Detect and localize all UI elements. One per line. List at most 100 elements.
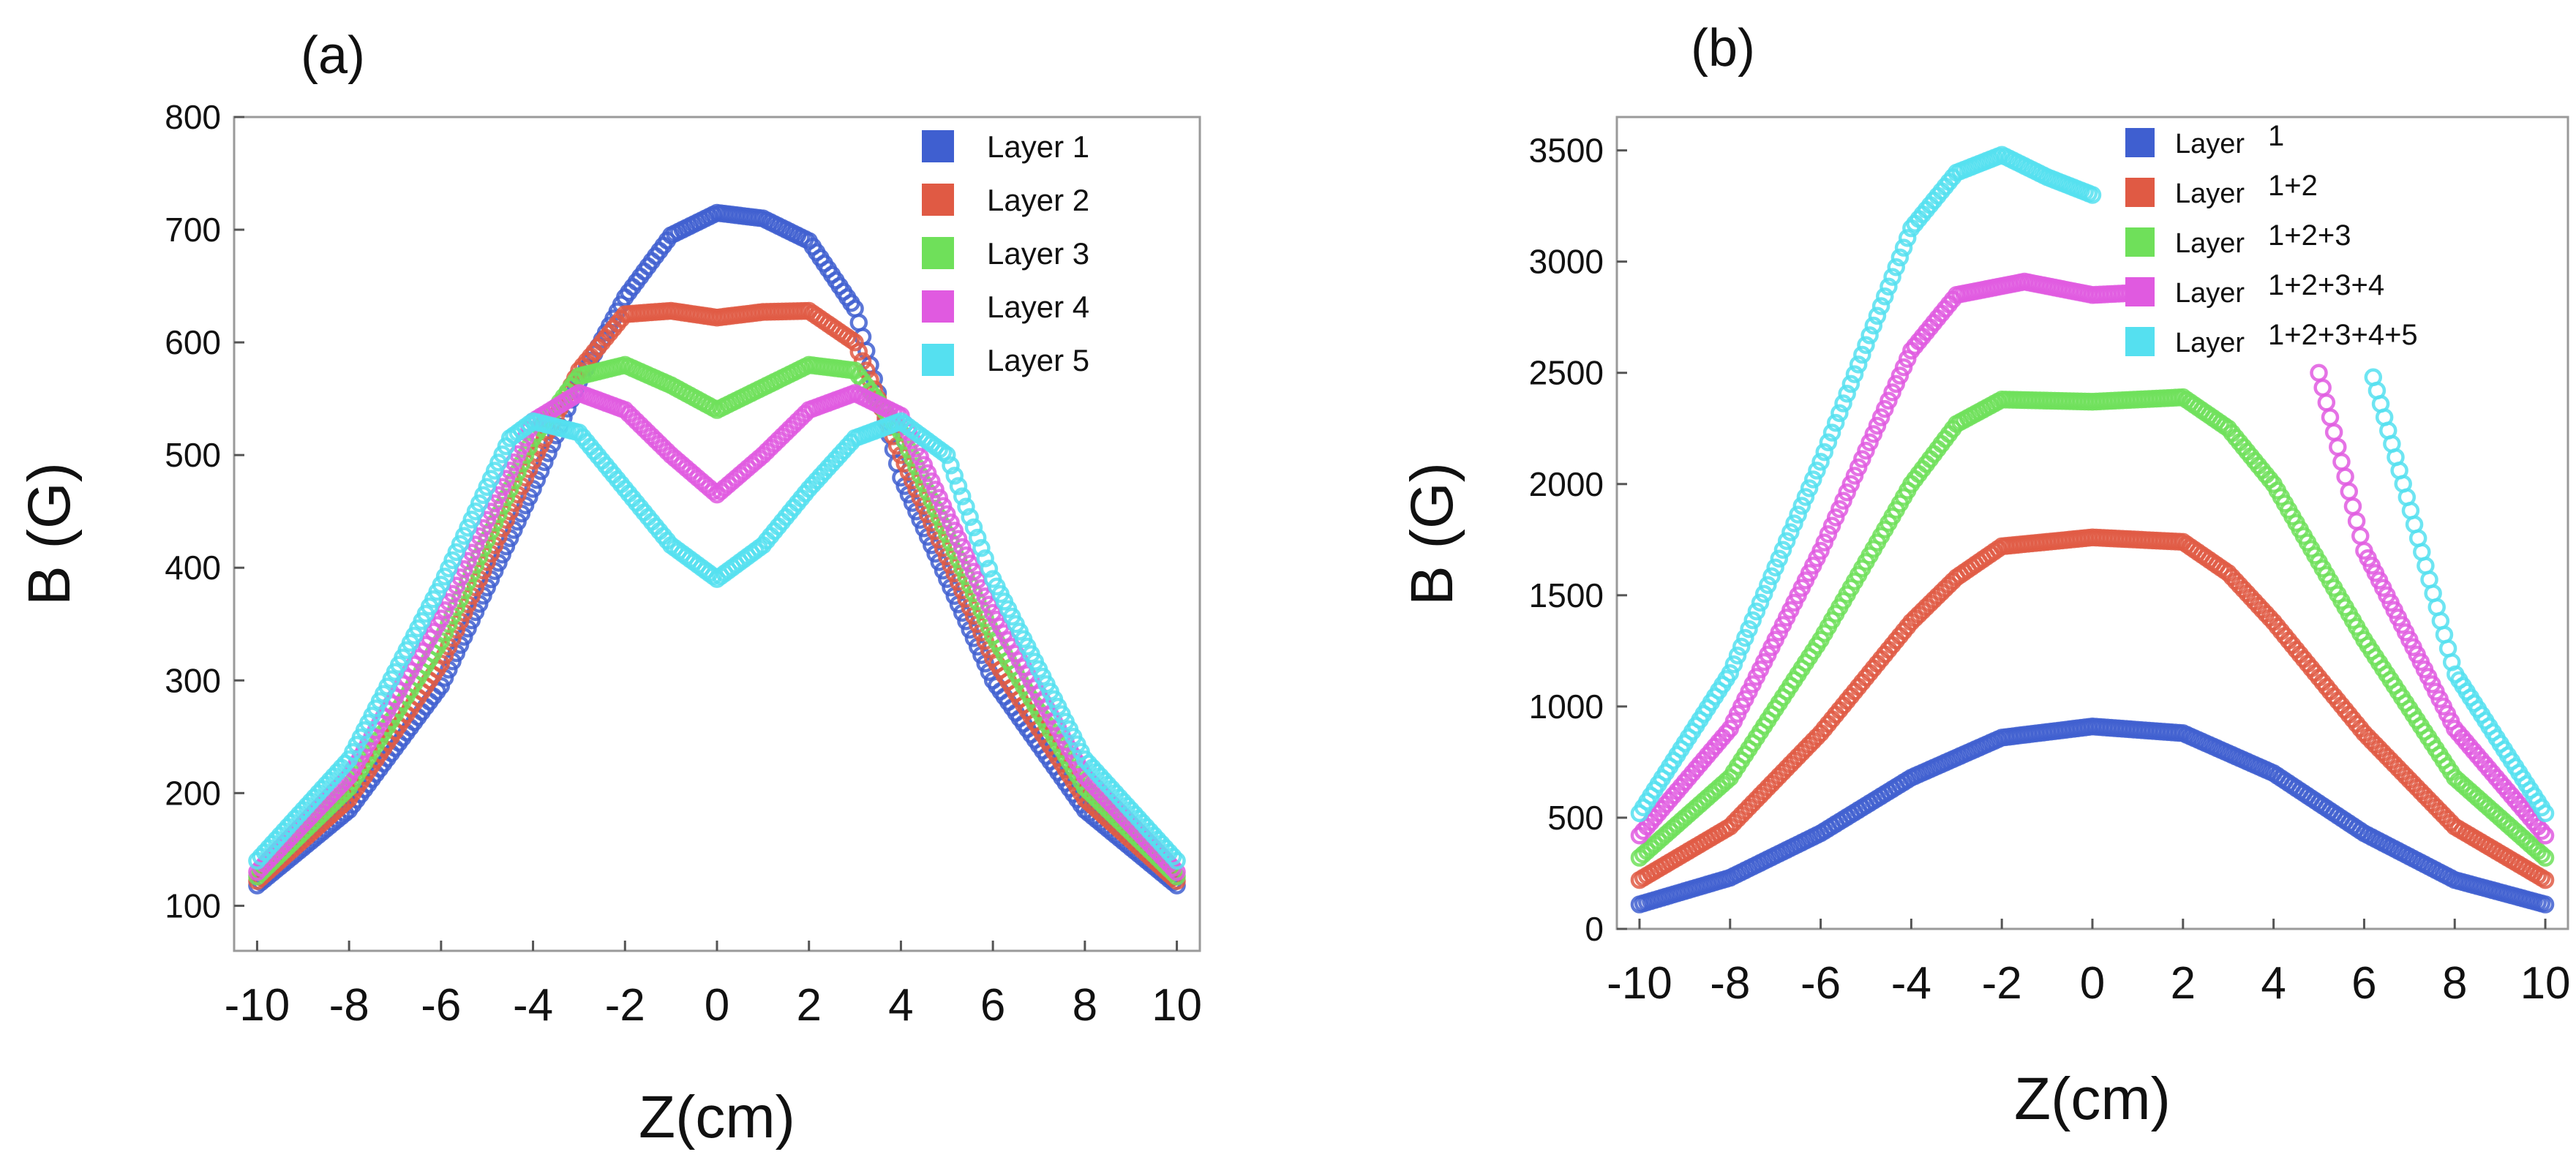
legend-label: 1+2+3 [2268, 219, 2351, 252]
data-point [1860, 433, 1879, 452]
legend-swatch [2125, 327, 2155, 356]
data-point [980, 560, 999, 578]
series-b-5 [2310, 364, 2555, 845]
data-point [972, 539, 991, 557]
data-point [1830, 500, 1849, 519]
x-tick-label-b: -8 [1710, 958, 1750, 1009]
data-point [1792, 497, 1811, 515]
data-point [1849, 355, 1868, 374]
data-point [1796, 488, 1815, 506]
data-point [1740, 620, 1758, 639]
data-point [1871, 408, 1890, 426]
data-point [1871, 297, 1890, 315]
data-point [846, 333, 864, 352]
data-point [1887, 374, 1905, 394]
data-point [1826, 413, 1845, 432]
legend-prefix: Layer [2175, 328, 2245, 358]
series-b-2 [1630, 388, 2555, 867]
y-axis-label-b: B (G) [1399, 462, 1465, 606]
x-axis-label-a: Z(cm) [639, 1084, 795, 1151]
data-point [2536, 848, 2555, 867]
legend-a: Layer 1 Layer 2 Layer 3 Layer 4 Layer 5 [922, 129, 1089, 377]
legend-label: 1 [2268, 120, 2284, 152]
x-tick-label-b: -2 [1982, 958, 2022, 1009]
data-point [1876, 287, 1894, 306]
data-point [942, 456, 960, 475]
data-point [1724, 655, 1743, 674]
x-tick-label-a: 6 [980, 980, 1005, 1031]
y-axis-label-a: B (G) [16, 462, 83, 606]
x-tick-label-a: 2 [796, 980, 821, 1031]
legend-label: 1+2+3+4 [2268, 269, 2384, 301]
data-point [1164, 847, 1182, 866]
legend-swatch [2125, 277, 2155, 306]
data-point [1759, 576, 1777, 595]
legend-label: 1+2+3+4+5 [2268, 319, 2418, 351]
data-point [1743, 611, 1762, 630]
data-point [1849, 458, 1868, 477]
legend-swatch [2125, 227, 2155, 257]
x-tick-label-b: -4 [1891, 958, 1931, 1009]
data-point [1766, 558, 1784, 577]
y-tick-label-a: 200 [165, 774, 221, 812]
data-point [1785, 514, 1803, 532]
x-tick-label-a: -8 [329, 980, 369, 1031]
data-point [1853, 345, 1871, 364]
legend-swatch [922, 344, 954, 376]
legend-label: Layer 5 [987, 343, 1089, 377]
data-point [1838, 483, 1856, 502]
legend-b: Layer 1 Layer 1+2 Layer 1+2+3 Layer 1+2+3+4 Laye… [2125, 120, 2418, 358]
data-point [976, 549, 994, 568]
data-point [704, 482, 723, 500]
data-point [2083, 186, 2102, 204]
data-point [1887, 258, 1905, 276]
data-point [953, 487, 972, 505]
data-point [1864, 316, 1883, 335]
legend-swatch [922, 130, 954, 162]
legend-label: Layer 1 [987, 129, 1089, 164]
data-point [1777, 532, 1796, 550]
x-tick-label-a: 0 [705, 980, 729, 1031]
data-point [1762, 567, 1781, 586]
data-point [2536, 870, 2555, 889]
series-b-4 [1630, 146, 2102, 823]
data-point [1811, 541, 1830, 560]
data-point [1811, 453, 1830, 471]
data-point [2536, 895, 2555, 914]
data-point [1890, 366, 1910, 385]
data-point [1876, 399, 1894, 418]
data-point [1804, 470, 1822, 489]
data-point [961, 508, 979, 527]
data-point [1845, 467, 1864, 485]
data-point [1830, 404, 1849, 423]
data-point [1789, 505, 1807, 524]
legend-swatch [922, 184, 954, 216]
data-point [1822, 516, 1841, 535]
data-point [1168, 851, 1186, 870]
data-point [1808, 462, 1826, 480]
data-point [1864, 425, 1883, 443]
legend-prefix: Layer [2175, 228, 2245, 259]
x-tick-label-b: 0 [2080, 958, 2105, 1009]
data-point [1838, 384, 1856, 403]
data-point [1883, 383, 1901, 402]
y-tick-label-a: 400 [165, 549, 221, 587]
legend-swatch [922, 237, 954, 269]
data-point [1898, 229, 1917, 247]
x-tick-label-b: 10 [2520, 958, 2571, 1009]
chart-panel-a: -10 -8 -6 -4 -2 0 2 4 6 8 10 100 200 300 400 500 600 700 8… [16, 26, 1202, 1151]
data-point [1890, 248, 1910, 267]
data-point [1880, 277, 1898, 296]
x-tick-label-b: -10 [1607, 958, 1672, 1009]
plot-area-a [233, 116, 1201, 952]
data-point [1721, 664, 1740, 682]
data-point [957, 497, 975, 516]
y-tick-label-b: 500 [1547, 799, 1604, 837]
x-tick-label-a: -4 [513, 980, 553, 1031]
chart-panel-b: -10 -8 -6 -4 -2 0 2 4 6 8 10 0 500 1000 1500 2000 2500 30… [1399, 19, 2571, 1132]
data-point [1880, 391, 1898, 410]
legend-prefix: Layer [2175, 278, 2245, 309]
data-point [1736, 628, 1754, 647]
data-point [1894, 358, 1913, 377]
y-tick-label-b: 1000 [1529, 688, 1604, 726]
